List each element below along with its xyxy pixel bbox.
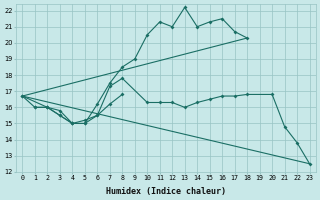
X-axis label: Humidex (Indice chaleur): Humidex (Indice chaleur) bbox=[106, 187, 226, 196]
